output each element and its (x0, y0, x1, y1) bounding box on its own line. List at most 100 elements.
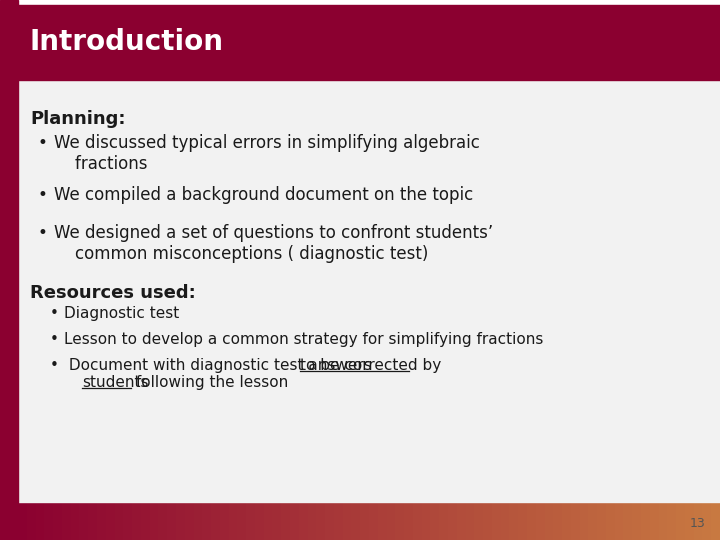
Bar (158, 502, 168, 540)
Bar (456, 502, 466, 540)
Text: •: • (38, 134, 48, 152)
Bar (334, 502, 343, 540)
Bar (606, 502, 615, 540)
Bar (395, 502, 405, 540)
Bar (431, 502, 440, 540)
Bar (378, 502, 387, 540)
Bar (624, 502, 633, 540)
Text: •: • (38, 186, 48, 204)
Bar (466, 502, 474, 540)
Bar (255, 502, 264, 540)
Bar (45, 502, 53, 540)
Bar (500, 502, 510, 540)
Text: Lesson to develop a common strategy for simplifying fractions: Lesson to develop a common strategy for … (64, 332, 544, 347)
Text: We discussed typical errors in simplifying algebraic
    fractions: We discussed typical errors in simplifyi… (54, 134, 480, 173)
Text: •: • (38, 224, 48, 242)
Bar (0, 0, 18, 540)
Bar (202, 502, 212, 540)
Bar (27, 502, 36, 540)
Bar (553, 502, 562, 540)
Bar (387, 502, 396, 540)
Bar (693, 502, 703, 540)
Bar (264, 502, 273, 540)
Bar (510, 502, 518, 540)
Bar (527, 502, 536, 540)
Bar (325, 502, 334, 540)
Bar (343, 502, 352, 540)
Bar (597, 502, 606, 540)
Bar (282, 502, 291, 540)
Bar (229, 502, 238, 540)
Bar (238, 502, 247, 540)
Bar (369, 502, 378, 540)
Bar (676, 502, 685, 540)
Bar (316, 502, 325, 540)
Bar (667, 502, 677, 540)
Bar (185, 502, 194, 540)
Text: We designed a set of questions to confront students’
    common misconceptions (: We designed a set of questions to confro… (54, 224, 493, 263)
Bar (194, 502, 203, 540)
Text: 13: 13 (689, 517, 705, 530)
Bar (659, 502, 668, 540)
Bar (404, 502, 413, 540)
Bar (492, 502, 501, 540)
Text: following the lesson: following the lesson (130, 375, 288, 390)
Text: Resources used:: Resources used: (30, 284, 196, 302)
Bar (448, 502, 457, 540)
Bar (132, 502, 141, 540)
Text: •: • (50, 332, 59, 347)
Text: •: • (50, 306, 59, 321)
Bar (422, 502, 431, 540)
Bar (290, 502, 300, 540)
Bar (483, 502, 492, 540)
Text: Introduction: Introduction (30, 29, 224, 57)
Bar (79, 502, 89, 540)
Text: Planning:: Planning: (30, 110, 125, 128)
Bar (580, 502, 589, 540)
Bar (413, 502, 422, 540)
Bar (307, 502, 317, 540)
Text: to be corrected by: to be corrected by (300, 358, 441, 373)
Bar (272, 502, 282, 540)
Bar (150, 502, 159, 540)
Bar (211, 502, 220, 540)
Bar (167, 502, 176, 540)
Bar (685, 502, 694, 540)
Text: •: • (50, 358, 59, 373)
Text: We compiled a background document on the topic: We compiled a background document on the… (54, 186, 473, 204)
Bar (544, 502, 554, 540)
Bar (703, 502, 712, 540)
Bar (439, 502, 449, 540)
Bar (360, 502, 369, 540)
Bar (632, 502, 642, 540)
Bar (62, 502, 71, 540)
Bar (114, 502, 124, 540)
Bar (106, 502, 115, 540)
Bar (53, 502, 63, 540)
Bar (641, 502, 650, 540)
Bar (351, 502, 361, 540)
Bar (123, 502, 132, 540)
Bar (650, 502, 659, 540)
Bar (571, 502, 580, 540)
Bar (220, 502, 229, 540)
Bar (246, 502, 256, 540)
Bar (518, 502, 528, 540)
Bar (536, 502, 545, 540)
Bar (89, 502, 97, 540)
Bar (711, 502, 720, 540)
Bar (562, 502, 572, 540)
Bar (18, 502, 27, 540)
Text: Diagnostic test: Diagnostic test (64, 306, 179, 321)
Bar (35, 502, 45, 540)
Bar (18, 80, 720, 502)
Bar (615, 502, 624, 540)
Bar (97, 502, 107, 540)
Bar (71, 502, 80, 540)
Bar (474, 502, 484, 540)
Bar (299, 502, 308, 540)
Bar (18, 5, 720, 80)
Bar (176, 502, 185, 540)
Text: Document with diagnostic test answers: Document with diagnostic test answers (64, 358, 377, 373)
Text: students: students (82, 375, 148, 390)
